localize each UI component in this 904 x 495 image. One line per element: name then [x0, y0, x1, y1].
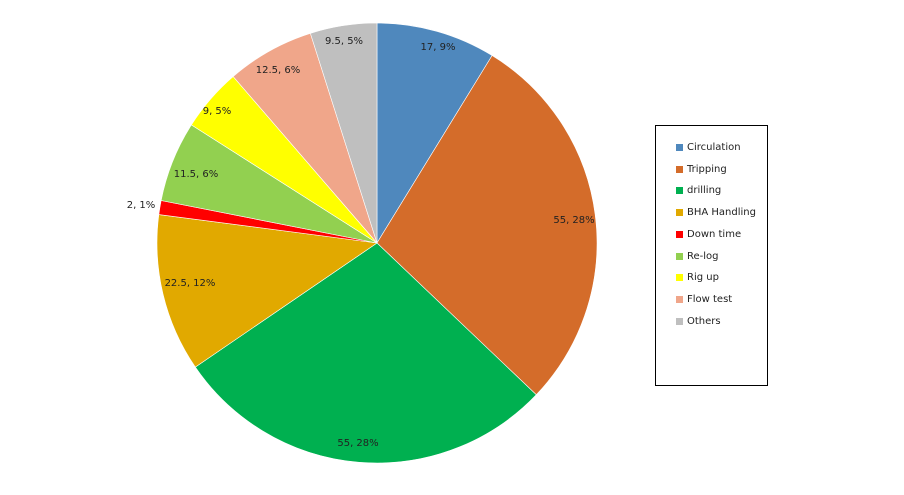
legend-item-tripping: Tripping	[676, 162, 727, 176]
legend-swatch	[676, 317, 683, 325]
legend-swatch	[676, 295, 683, 303]
data-label: 11.5, 6%	[174, 169, 219, 180]
data-labels: 17, 9% 55, 28% 55, 28% 22.5, 12% 2, 1% 11.5, …	[127, 36, 595, 449]
legend-item-bha-handling: BHA Handling	[676, 205, 756, 219]
legend-item-re-log: Re-log	[676, 249, 719, 263]
legend-label: Re-log	[687, 250, 719, 262]
legend-swatch	[676, 186, 683, 194]
legend-label: Circulation	[687, 141, 741, 153]
pie-slice-others	[309, 22, 378, 244]
legend-swatch	[676, 230, 683, 238]
legend-swatch	[676, 252, 683, 260]
legend-label: Others	[687, 315, 721, 327]
legend: Circulation Tripping drilling BHA Handli…	[655, 125, 768, 386]
legend-label: Rig up	[687, 271, 719, 283]
data-label: 55, 28%	[553, 215, 594, 226]
pie-slice-circulation	[376, 22, 493, 245]
legend-item-down-time: Down time	[676, 227, 741, 241]
pie-slice-tripping	[376, 55, 598, 396]
legend-item-flow-test: Flow test	[676, 292, 732, 306]
legend-swatch	[676, 208, 683, 216]
legend-label: Flow test	[687, 293, 733, 305]
legend-item-drilling: drilling	[676, 183, 721, 197]
legend-label: BHA Handling	[687, 206, 756, 218]
legend-label: Tripping	[687, 163, 727, 175]
data-label: 9, 5%	[203, 106, 232, 117]
pie-slice-bha-handling	[156, 214, 378, 368]
data-label: 12.5, 6%	[256, 65, 301, 76]
legend-swatch	[676, 273, 683, 281]
legend-item-rig-up: Rig up	[676, 270, 719, 284]
legend-swatch	[676, 165, 683, 173]
data-label: 55, 28%	[337, 438, 378, 449]
pie-slices	[156, 22, 598, 464]
data-label: 2, 1%	[127, 200, 156, 211]
legend-item-others: Others	[676, 314, 721, 328]
data-label: 17, 9%	[421, 42, 456, 53]
legend-label: drilling	[687, 184, 722, 196]
legend-item-circulation: Circulation	[676, 140, 741, 154]
data-label: 9.5, 5%	[325, 36, 363, 47]
legend-swatch	[676, 143, 683, 151]
legend-label: Down time	[687, 228, 742, 240]
pie-slice-drilling	[194, 242, 537, 464]
data-label: 22.5, 12%	[165, 278, 216, 289]
